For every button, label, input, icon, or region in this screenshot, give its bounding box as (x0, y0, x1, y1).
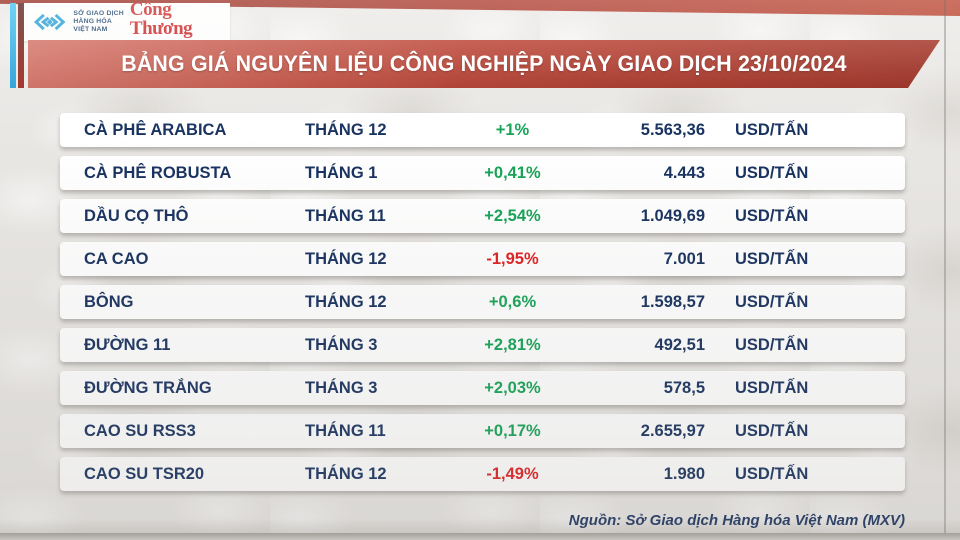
congthuong-logo-text: Công Thương (129, 0, 193, 39)
price-change: +2,54% (484, 206, 541, 225)
exchange-name-line3: VIỆT NAM (73, 26, 108, 34)
price-value: 7.001 (663, 249, 705, 268)
price-value: 5.563,36 (640, 120, 705, 139)
price-value: 492,51 (654, 335, 705, 354)
mxv-logo-icon (33, 13, 66, 31)
contract-month: THÁNG 3 (305, 378, 378, 397)
price-value: 1.049,69 (640, 206, 705, 225)
masthead: SỞ GIAO DỊCH HÀNG HÓA VIỆT NAM Công Thươ… (24, 0, 230, 43)
price-value: 2.655,97 (640, 421, 705, 440)
price-change: +0,41% (484, 163, 541, 182)
contract-month: THÁNG 3 (305, 335, 378, 354)
table-row: CÀ PHÊ ROBUSTA THÁNG 1 +0,41% 4.443 USD/… (60, 156, 905, 190)
table-row: DẦU CỌ THÔ THÁNG 11 +2,54% 1.049,69 USD/… (60, 199, 905, 233)
commodity-name: CA CAO (84, 249, 149, 268)
congthuong-logo: Công Thương (129, 0, 230, 43)
bottom-edge-strip (0, 533, 960, 540)
table-row: BÔNG THÁNG 12 +0,6% 1.598,57 USD/TẤN (60, 285, 905, 319)
commodity-name: CÀ PHÊ ARABICA (84, 120, 227, 139)
table-row: CAO SU RSS3 THÁNG 11 +0,17% 2.655,97 USD… (60, 414, 905, 448)
source-note: Nguồn: Sở Giao dịch Hàng hóa Việt Nam (M… (568, 512, 905, 529)
price-table: CÀ PHÊ ARABICA THÁNG 12 +1% 5.563,36 USD… (60, 113, 905, 500)
price-change: -1,95% (486, 249, 539, 268)
table-row: CÀ PHÊ ARABICA THÁNG 12 +1% 5.563,36 USD… (60, 113, 905, 147)
price-value: 1.980 (663, 464, 705, 483)
contract-month: THÁNG 11 (305, 421, 386, 440)
commodity-name: ĐƯỜNG TRẮNG (84, 378, 212, 397)
exchange-name-line2: HÀNG HÓA (73, 17, 113, 25)
contract-month: THÁNG 1 (305, 163, 378, 182)
commodity-name: DẦU CỌ THÔ (84, 206, 189, 225)
page-title: BẢNG GIÁ NGUYÊN LIỆU CÔNG NGHIỆP NGÀY GI… (121, 51, 847, 76)
accent-stripe-maroon (18, 3, 24, 88)
price-unit: USD/TẤN (735, 206, 809, 225)
price-unit: USD/TẤN (735, 335, 809, 354)
price-unit: USD/TẤN (735, 163, 809, 182)
price-unit: USD/TẤN (735, 421, 809, 440)
price-change: +1% (495, 120, 530, 139)
price-value: 1.598,57 (640, 292, 705, 311)
photo-edge-line (944, 0, 946, 540)
price-change: -1,49% (486, 464, 539, 483)
price-value: 578,5 (663, 378, 705, 397)
commodity-name: CAO SU TSR20 (84, 464, 205, 483)
commodity-name: CÀ PHÊ ROBUSTA (84, 163, 232, 182)
contract-month: THÁNG 11 (305, 206, 386, 225)
commodity-name: CAO SU RSS3 (84, 421, 196, 440)
table-row: CA CAO THÁNG 12 -1,95% 7.001 USD/TẤN (60, 242, 905, 276)
price-unit: USD/TẤN (735, 292, 809, 311)
price-value: 4.443 (663, 163, 705, 182)
price-unit: USD/TẤN (735, 378, 809, 397)
price-change: +0,17% (484, 421, 541, 440)
contract-month: THÁNG 12 (305, 120, 387, 139)
commodity-name: BÔNG (84, 292, 134, 311)
contract-month: THÁNG 12 (305, 292, 387, 311)
title-banner: BẢNG GIÁ NGUYÊN LIỆU CÔNG NGHIỆP NGÀY GI… (28, 40, 940, 88)
price-change: +2,81% (484, 335, 541, 354)
table-row: ĐƯỜNG 11 THÁNG 3 +2,81% 492,51 USD/TẤN (60, 328, 905, 362)
exchange-name: SỞ GIAO DỊCH HÀNG HÓA VIỆT NAM (73, 10, 124, 34)
contract-month: THÁNG 12 (305, 249, 387, 268)
table-row: ĐƯỜNG TRẮNG THÁNG 3 +2,03% 578,5 USD/TẤN (60, 371, 905, 405)
price-unit: USD/TẤN (735, 249, 809, 268)
price-change: +0,6% (488, 292, 537, 311)
commodity-name: ĐƯỜNG 11 (84, 335, 171, 354)
table-row: CAO SU TSR20 THÁNG 12 -1,49% 1.980 USD/T… (60, 457, 905, 491)
exchange-name-line1: SỞ GIAO DỊCH (73, 9, 124, 17)
contract-month: THÁNG 12 (305, 464, 387, 483)
price-unit: USD/TẤN (735, 120, 809, 139)
accent-stripe-cyan (10, 3, 16, 88)
price-change: +2,03% (484, 378, 541, 397)
price-unit: USD/TẤN (735, 464, 809, 483)
